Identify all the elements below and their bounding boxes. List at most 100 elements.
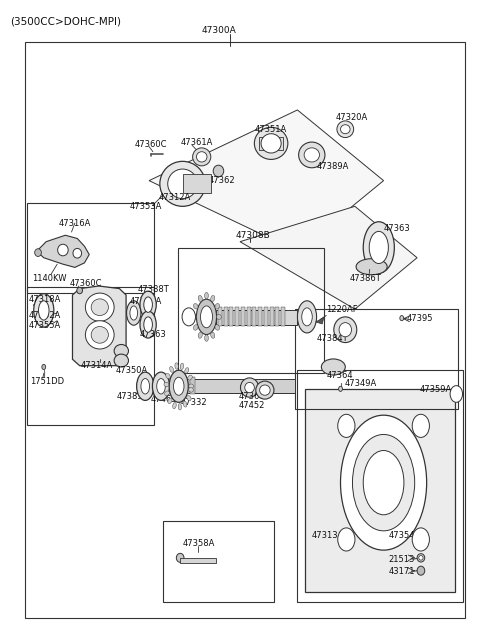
Bar: [182, 174, 211, 193]
Ellipse shape: [188, 375, 192, 380]
Ellipse shape: [85, 321, 114, 349]
Text: 47452: 47452: [239, 401, 265, 410]
Circle shape: [412, 528, 430, 551]
Text: A: A: [454, 390, 459, 399]
Ellipse shape: [215, 325, 219, 330]
Text: 47312A: 47312A: [158, 193, 191, 202]
Bar: [137, 379, 295, 393]
Text: 47361A: 47361A: [180, 138, 213, 147]
Text: 47366: 47366: [239, 392, 266, 401]
Ellipse shape: [77, 287, 83, 294]
Ellipse shape: [189, 388, 193, 392]
Text: 47351A: 47351A: [254, 125, 287, 134]
Ellipse shape: [140, 311, 156, 338]
Ellipse shape: [164, 382, 169, 387]
Ellipse shape: [245, 383, 254, 393]
Text: 1751DD: 1751DD: [30, 377, 64, 386]
Ellipse shape: [35, 249, 41, 256]
Ellipse shape: [417, 566, 425, 575]
Ellipse shape: [261, 134, 281, 153]
Text: 47332: 47332: [180, 398, 207, 407]
Ellipse shape: [322, 359, 345, 375]
Ellipse shape: [192, 314, 196, 319]
Ellipse shape: [58, 244, 68, 256]
Ellipse shape: [363, 222, 395, 273]
Ellipse shape: [91, 327, 108, 343]
Circle shape: [182, 308, 195, 326]
Text: 47314A: 47314A: [81, 361, 113, 370]
Ellipse shape: [339, 323, 351, 337]
Polygon shape: [316, 317, 324, 324]
Text: 47360C: 47360C: [135, 140, 167, 149]
Ellipse shape: [192, 148, 211, 166]
Ellipse shape: [193, 325, 198, 330]
Text: 47465: 47465: [151, 395, 178, 404]
Ellipse shape: [175, 363, 178, 369]
Ellipse shape: [213, 166, 224, 176]
Bar: [147, 377, 152, 394]
Text: 1140KW: 1140KW: [32, 274, 66, 283]
Bar: [229, 307, 233, 327]
Bar: [180, 558, 216, 563]
Ellipse shape: [216, 314, 221, 319]
Ellipse shape: [169, 370, 188, 402]
Bar: [27, 203, 154, 293]
Bar: [252, 307, 256, 327]
Polygon shape: [36, 235, 89, 267]
Ellipse shape: [137, 372, 154, 401]
Text: 47308B: 47308B: [235, 231, 270, 240]
Ellipse shape: [400, 316, 404, 321]
Text: 47362: 47362: [209, 176, 236, 185]
Bar: [281, 307, 285, 327]
Bar: [259, 137, 283, 150]
Ellipse shape: [144, 317, 153, 332]
Ellipse shape: [338, 386, 342, 392]
Text: 47349A: 47349A: [344, 379, 377, 388]
Ellipse shape: [260, 385, 270, 395]
Text: 47395: 47395: [407, 314, 433, 323]
Text: 47386T: 47386T: [350, 274, 382, 283]
Ellipse shape: [369, 231, 388, 263]
Ellipse shape: [417, 554, 425, 562]
Ellipse shape: [157, 379, 165, 394]
Text: 47363: 47363: [384, 224, 410, 233]
Bar: [224, 307, 228, 327]
Ellipse shape: [160, 162, 205, 206]
Bar: [258, 307, 262, 327]
Text: 47318A: 47318A: [28, 295, 61, 304]
Ellipse shape: [91, 299, 108, 316]
Bar: [270, 307, 274, 327]
Ellipse shape: [193, 303, 198, 309]
Ellipse shape: [73, 249, 82, 258]
Ellipse shape: [340, 125, 350, 134]
Ellipse shape: [215, 303, 219, 309]
Text: A: A: [186, 312, 192, 321]
Bar: [182, 377, 187, 394]
Circle shape: [412, 414, 430, 437]
Ellipse shape: [165, 391, 169, 395]
Text: 1220AF: 1220AF: [326, 305, 358, 314]
Ellipse shape: [256, 381, 274, 399]
Ellipse shape: [173, 402, 176, 409]
Bar: [216, 310, 298, 325]
Ellipse shape: [356, 259, 387, 275]
Bar: [235, 307, 239, 327]
Circle shape: [338, 414, 355, 437]
Ellipse shape: [85, 293, 114, 321]
Ellipse shape: [211, 296, 215, 301]
Ellipse shape: [168, 169, 197, 198]
Bar: [178, 248, 324, 374]
Ellipse shape: [34, 294, 54, 327]
Bar: [218, 307, 222, 327]
Ellipse shape: [211, 332, 215, 338]
Polygon shape: [240, 206, 417, 309]
Ellipse shape: [173, 377, 184, 395]
Polygon shape: [149, 110, 384, 251]
Ellipse shape: [254, 128, 288, 160]
Ellipse shape: [187, 395, 191, 401]
Text: 47313A: 47313A: [312, 531, 344, 540]
Text: 47363: 47363: [140, 330, 166, 339]
Text: 47355A: 47355A: [28, 321, 60, 330]
Ellipse shape: [189, 384, 193, 388]
Ellipse shape: [130, 306, 138, 320]
